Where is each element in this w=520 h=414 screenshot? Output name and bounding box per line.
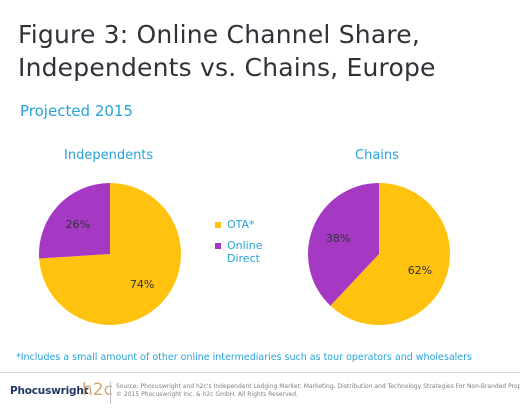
legend-swatch-ota xyxy=(215,222,221,228)
footer-divider xyxy=(0,372,520,373)
source-line-1: Source: Phocuswright and h2c's Independe… xyxy=(116,383,520,390)
legend-label-online-direct: Online Direct xyxy=(227,239,263,265)
legend-swatch-online-direct xyxy=(215,243,221,249)
chains-chart-title: Chains xyxy=(355,148,399,163)
chains-label-online-direct: 38% xyxy=(326,232,350,245)
title-line-2: Independents vs. Chains, Europe xyxy=(18,53,436,82)
independents-label-ota: 74% xyxy=(130,278,154,291)
chains-slice-online-direct xyxy=(307,183,379,306)
source-note: Source: Phocuswright and h2c's Independe… xyxy=(116,383,520,399)
independents-label-online-direct: 26% xyxy=(66,218,90,231)
independents-slice-ota xyxy=(39,183,181,325)
phocuswright-logo: Phocuswright xyxy=(10,385,89,397)
chains-label-ota: 62% xyxy=(408,264,432,277)
independents-slice-online-direct xyxy=(38,183,110,259)
independents-chart-title: Independents xyxy=(64,148,154,163)
title-line-1: Figure 3: Online Channel Share, xyxy=(18,20,421,49)
page-title: Figure 3: Online Channel Share, Independ… xyxy=(18,18,518,84)
logo-divider xyxy=(110,382,111,404)
footnote: *Includes a small amount of other online… xyxy=(16,352,472,363)
subtitle: Projected 2015 xyxy=(20,102,134,120)
legend-item-ota: OTA* xyxy=(215,218,287,231)
legend-label-ota: OTA* xyxy=(227,218,255,231)
chains-slice-ota xyxy=(330,183,450,325)
source-line-2: © 2015 Phocuswright Inc. & h2c GmbH. All… xyxy=(116,391,298,398)
legend-item-online-direct: Online Direct xyxy=(215,239,287,265)
h2c-logo: h2c xyxy=(82,380,113,400)
legend: OTA* Online Direct xyxy=(215,218,287,273)
